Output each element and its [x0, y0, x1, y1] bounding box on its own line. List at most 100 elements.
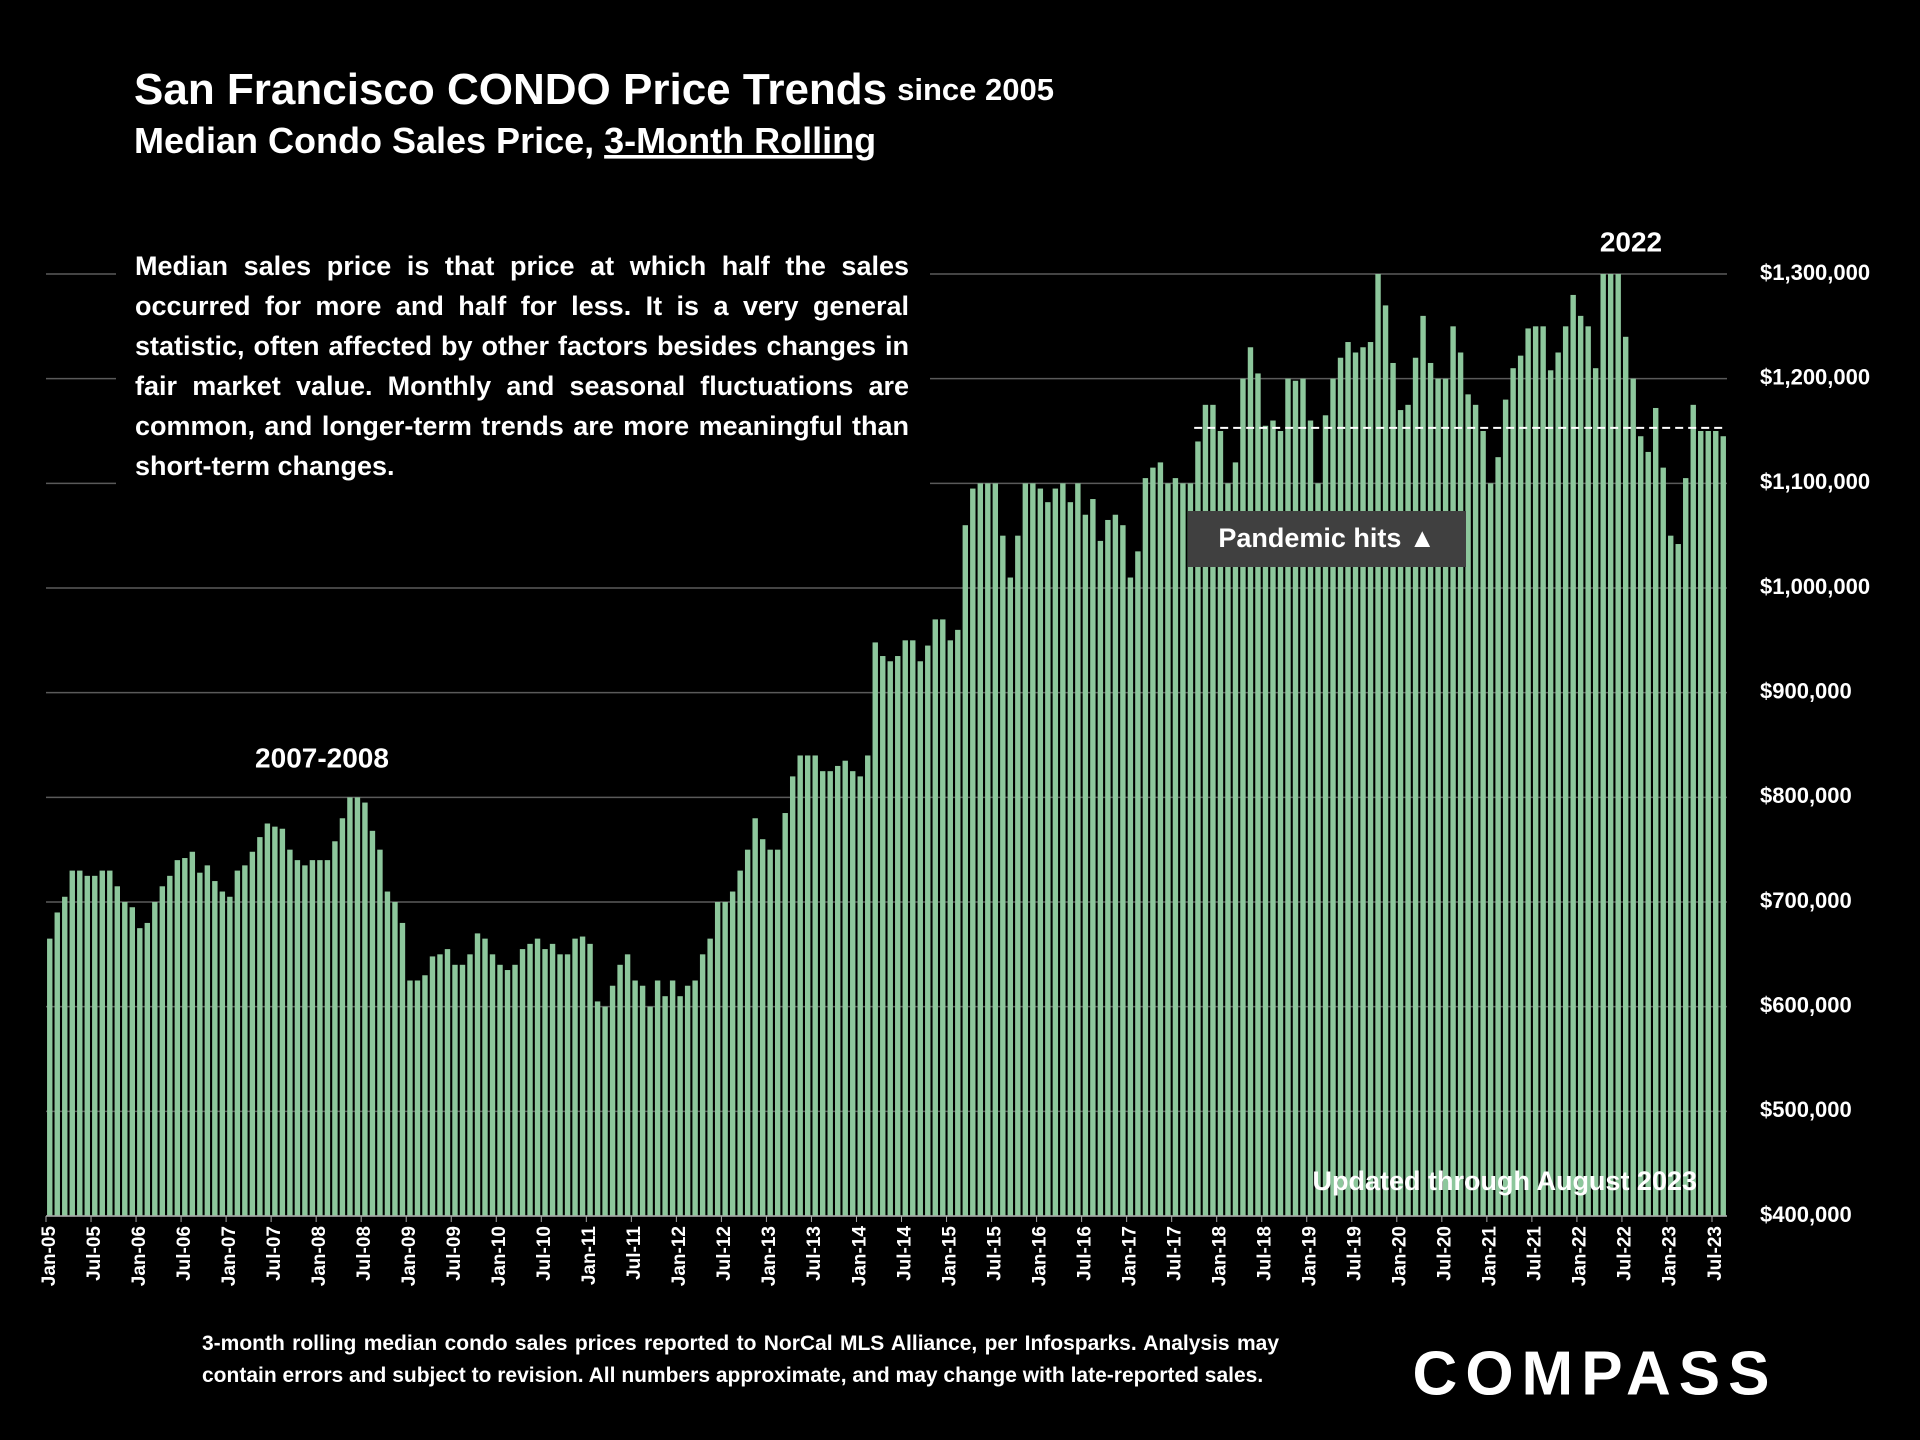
x-tick-label: Jan-06 [129, 1226, 150, 1286]
bar [1255, 373, 1261, 1216]
bar [452, 964, 458, 1216]
bar [47, 938, 53, 1216]
bar [1668, 535, 1674, 1216]
bar [820, 771, 826, 1216]
bar [1270, 420, 1276, 1216]
bar [1022, 483, 1029, 1216]
bar [1480, 431, 1486, 1216]
bar [805, 755, 811, 1216]
bar [54, 912, 60, 1216]
bar [287, 849, 293, 1216]
bar [1217, 431, 1224, 1216]
bar [962, 525, 968, 1216]
bar [1037, 488, 1044, 1217]
bar [69, 870, 75, 1216]
bar [872, 642, 878, 1216]
bar [324, 860, 331, 1216]
bar [519, 949, 526, 1216]
bar [242, 865, 248, 1216]
bar [1412, 357, 1419, 1216]
bar [917, 661, 923, 1216]
bar [865, 755, 871, 1216]
bar [1645, 451, 1651, 1216]
bar [1277, 431, 1284, 1216]
bar [422, 975, 428, 1216]
subtitle-group: Median Condo Sales Price, 3-Month Rolling [134, 120, 876, 161]
bar [947, 640, 953, 1216]
bar [249, 851, 256, 1216]
bar [985, 483, 991, 1216]
bar [1457, 352, 1464, 1216]
x-tick-label: Jul-18 [1254, 1226, 1275, 1281]
x-tick-label: Jan-23 [1660, 1226, 1681, 1286]
bar [99, 870, 105, 1216]
bar [654, 980, 661, 1216]
bar [429, 956, 436, 1216]
x-tick-label: Jul-17 [1164, 1226, 1185, 1281]
chart-title: San Francisco CONDO Price Trends [134, 65, 887, 114]
bar [272, 826, 278, 1216]
bar [497, 964, 503, 1216]
bar [789, 776, 796, 1216]
bar [62, 896, 68, 1216]
bar [1397, 410, 1404, 1217]
x-tick-label: Jan-18 [1209, 1226, 1230, 1286]
bar [1352, 352, 1359, 1216]
x-tick-label: Jan-19 [1300, 1226, 1321, 1286]
bar [932, 619, 938, 1216]
bar [1435, 378, 1441, 1217]
annotation: Updated through August 2023 [1312, 1166, 1697, 1196]
bar [392, 902, 398, 1216]
bar [459, 964, 466, 1216]
bar [1427, 362, 1434, 1216]
bar [317, 860, 323, 1216]
bar [227, 896, 233, 1216]
bar [1517, 355, 1524, 1216]
bar [1615, 274, 1621, 1216]
x-tick-label: Jan-17 [1119, 1226, 1140, 1286]
x-tick-label: Jul-20 [1435, 1226, 1456, 1281]
y-tick-label: $1,100,000 [1760, 469, 1870, 494]
bar [572, 938, 578, 1216]
bar [354, 797, 361, 1216]
bar [835, 765, 841, 1216]
bar [1187, 483, 1194, 1216]
bar [1007, 577, 1014, 1216]
bar [902, 640, 908, 1216]
chart-title-group: San Francisco CONDO Price Trends since 20… [134, 65, 1054, 114]
bar [294, 860, 301, 1216]
bar [895, 656, 901, 1216]
bar [362, 802, 368, 1216]
x-tick-label: Jul-08 [354, 1226, 375, 1281]
bar [1562, 326, 1569, 1216]
bar [332, 841, 338, 1216]
bar [624, 954, 631, 1216]
bar [1345, 342, 1351, 1216]
bar [167, 875, 173, 1216]
bar [1683, 478, 1689, 1217]
bar [1142, 478, 1149, 1217]
x-tick-label: Jan-08 [309, 1226, 330, 1286]
bar [692, 980, 698, 1216]
bar [1592, 368, 1599, 1216]
logo: COMPASS [1413, 1339, 1778, 1408]
y-tick-label: $1,300,000 [1760, 260, 1870, 285]
bar [174, 860, 181, 1216]
bar [204, 865, 211, 1216]
bar [122, 902, 128, 1216]
bar [197, 872, 203, 1216]
bar [1713, 431, 1719, 1216]
x-tick-label: Jan-09 [399, 1226, 420, 1286]
bar [1262, 425, 1269, 1216]
bar [662, 996, 668, 1216]
bar [699, 954, 706, 1216]
bar [827, 771, 833, 1216]
y-tick-label: $500,000 [1760, 1097, 1852, 1122]
bar [309, 860, 316, 1216]
y-tick-label: $400,000 [1760, 1202, 1852, 1227]
bar [1630, 378, 1636, 1217]
x-tick-label: Jul-23 [1705, 1226, 1726, 1281]
bar [144, 922, 151, 1216]
x-tick-label: Jul-13 [804, 1226, 825, 1281]
